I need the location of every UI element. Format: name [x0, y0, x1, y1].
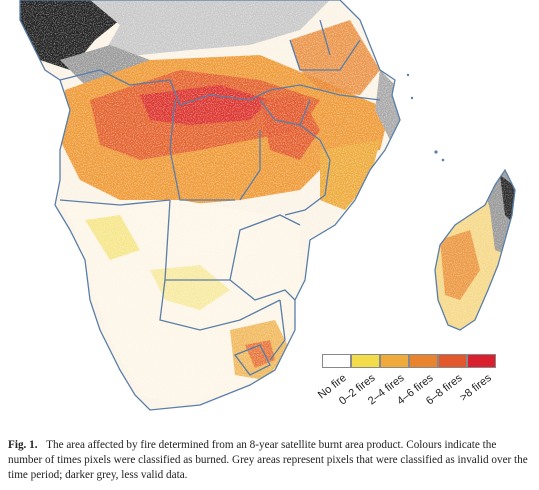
legend-swatch	[467, 354, 496, 368]
islands	[406, 73, 445, 162]
country-borders	[19, 0, 516, 411]
burnt-area-map	[19, 0, 516, 411]
figure-caption: Fig. 1. The area affected by fire determ…	[8, 438, 533, 483]
caption-text: The area affected by fire determined fro…	[8, 439, 528, 481]
legend-swatch	[351, 354, 380, 368]
legend-swatch	[409, 354, 438, 368]
figure-number: Fig. 1.	[8, 439, 38, 451]
legend-swatch	[438, 354, 467, 368]
legend-swatch	[380, 354, 409, 368]
legend-swatch	[322, 354, 351, 368]
